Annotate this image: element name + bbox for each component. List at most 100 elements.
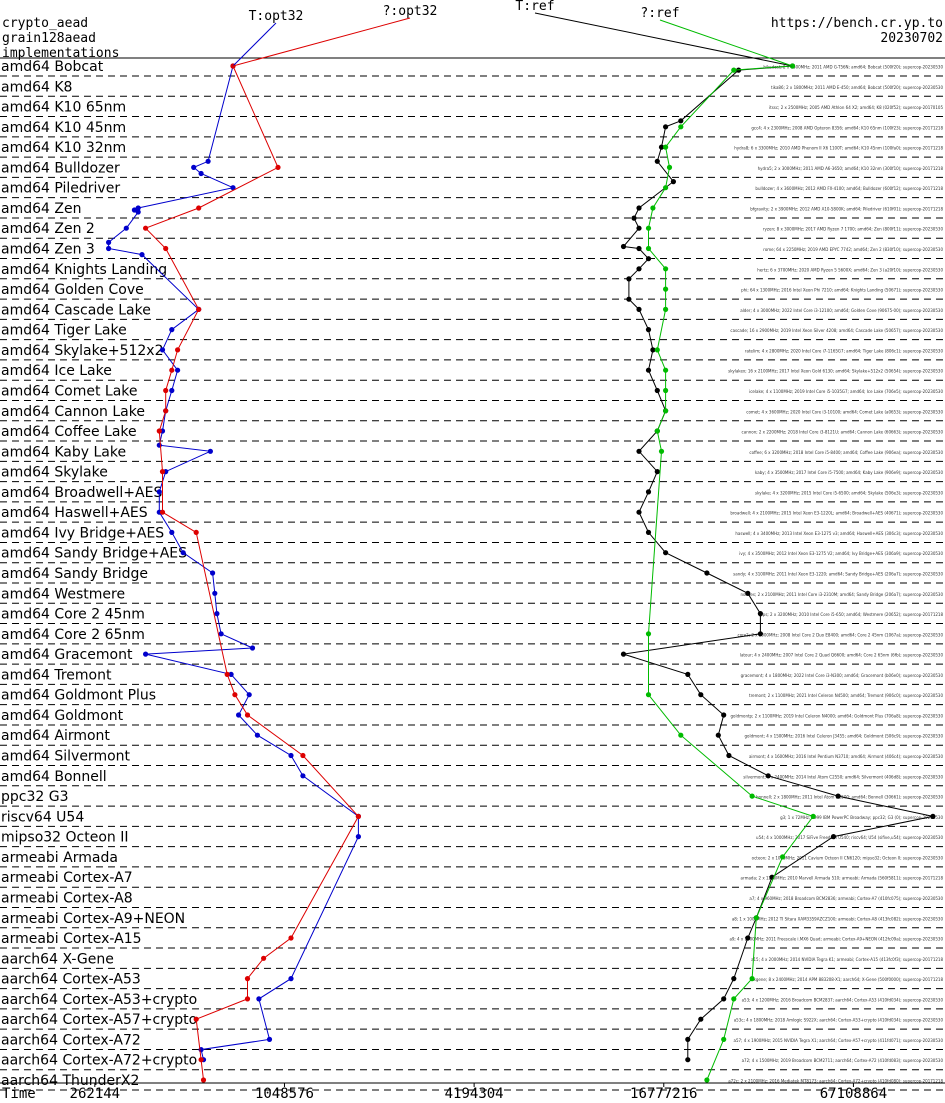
category-label: armeabi Cortex-A7 [1,870,133,886]
data-point [205,158,211,164]
machine-note: gips; 2 x 3200MHz; 2010 Intel Core i5-65… [759,612,943,617]
data-point [163,387,169,394]
data-point [658,448,665,454]
data-point [663,185,669,191]
header-implementations: implementations [2,46,119,61]
legend-label: T:ref [515,0,554,14]
category-label: amd64 Tiger Lake [1,323,127,339]
data-point [236,712,242,718]
data-point [288,976,294,982]
data-point [288,935,294,941]
data-point [810,813,816,820]
series-3 [645,63,816,1083]
data-point [175,347,181,353]
data-point [106,245,112,252]
data-point [698,1016,704,1022]
machine-note: a9; 4 x 1000MHz; 2011 Freescale i.MX6 Qu… [729,937,943,942]
legend-label: ?:opt32 [383,4,438,19]
data-point [636,509,642,515]
source-url: https://bench.cr.yp.to [771,16,943,31]
machine-note: hertz; 6 x 3700MHz; 2020 AMD Ryzen 5 560… [757,267,943,272]
machine-note: a53c; 4 x 1800MHz; 2018 Amlogic S922X; a… [734,1018,944,1023]
machine-note: u54; 4 x 1000MHz; 2017 SiFive Freedom U5… [756,835,943,840]
data-point [355,813,361,820]
data-point [169,327,175,333]
header-primitive: crypto_aead [2,16,88,31]
machine-note: gcc4; 4 x 2300MHz; 2008 AMD Opteron 8356… [751,125,943,130]
machine-note: tremont; 2 x 1100MHz; 2021 Intel Celeron… [749,693,943,698]
data-point [663,144,669,150]
category-label: armeabi Cortex-A8 [1,890,133,906]
data-point [721,712,727,718]
data-point [163,408,169,414]
category-label: amd64 Sandy Bridge [1,566,148,582]
series-0 [106,63,361,1063]
category-label: amd64 Knights Landing [1,262,167,278]
category-label: amd64 Zen [1,201,81,217]
series-line [144,65,360,1081]
category-label: amd64 Skylake [1,465,108,481]
data-point [244,996,251,1002]
data-point [210,570,216,576]
data-point [721,1036,727,1042]
category-label: amd64 Cannon Lake [1,404,145,420]
data-point [163,245,169,252]
machine-note: hydra5; 2 x 3000MHz; 2011 AMD A6-3650; a… [758,166,944,171]
data-point [645,631,652,637]
category-label: aarch64 Cortex-A57+crypto [1,1012,197,1028]
data-point [654,428,660,434]
machine-note: haswell; 4 x 3400MHz; 2013 Intel Xeon E3… [735,531,943,536]
machine-note: a72c; 2 x 2100MHz; 2016 Mediatek MT8173;… [728,1079,943,1084]
series-line [622,65,934,1060]
legend-label: ?:ref [640,6,679,21]
data-point [745,935,751,941]
legend-leader [534,12,793,67]
machine-note: goldmontp; 2 x 1100MHz; 2019 Intel Celer… [730,713,943,718]
data-point [685,1036,691,1042]
data-point [678,118,684,124]
data-point [930,813,936,820]
machine-note: a8; 1 x 1000MHz; 2012 TI Sitara XAM3359A… [732,916,944,921]
data-point [636,306,642,312]
category-label: amd64 Goldmont [1,708,124,724]
category-label: amd64 Coffee Lake [1,424,137,440]
data-point [715,732,721,738]
data-date: 20230702 [880,31,943,46]
data-point [663,286,669,292]
machine-note: hydra8; 6 x 3300MHz; 2010 AMD Phenom II … [734,146,943,151]
machine-note: icelake; 4 x 1100MHz; 2019 Intel Core i5… [749,389,943,394]
data-point [156,442,162,448]
data-point [355,834,361,840]
machine-note: a53; 4 x 1200MHz; 2016 Broadcom BCM2837;… [742,997,944,1002]
data-point [830,834,837,840]
data-point [169,529,175,536]
legend-leader [659,19,793,67]
data-point [275,164,281,170]
row-separators [0,75,945,1091]
data-point [636,448,642,454]
category-label: amd64 Haswell+AES [1,505,148,521]
data-point [631,215,637,221]
data-point [196,205,202,211]
data-point [678,124,684,130]
category-label: amd64 K10 45nm [1,120,126,136]
machine-note: bfgravity; 2 x 3900MHz; 2012 AMD A10-580… [750,206,943,211]
legend-leader [232,22,277,67]
data-point [645,256,652,262]
category-label: amd64 Core 2 65nm [1,627,145,643]
category-label: amd64 Broadwell+AES [1,485,162,501]
category-label: aarch64 Cortex-A72+crypto [1,1053,197,1069]
data-point [757,631,764,637]
data-point [650,347,656,353]
category-label: amd64 Kaby Lake [1,444,126,460]
data-point [721,996,727,1002]
category-label: amd64 Ivy Bridge+AES [1,525,164,541]
machine-note: latour; 4 x 2400MHz; 2007 Intel Core 2 Q… [740,653,944,658]
data-point [156,489,162,495]
data-point [256,996,262,1002]
machine-note: ivy; 4 x 3500MHz; 2012 Intel Xeon E3-127… [739,551,943,556]
data-point [645,489,652,495]
data-point [198,170,204,177]
legend-leader [232,17,411,67]
machine-note: bonnell; 2 x 1800MHz; 2011 Intel Atom D2… [756,795,943,800]
